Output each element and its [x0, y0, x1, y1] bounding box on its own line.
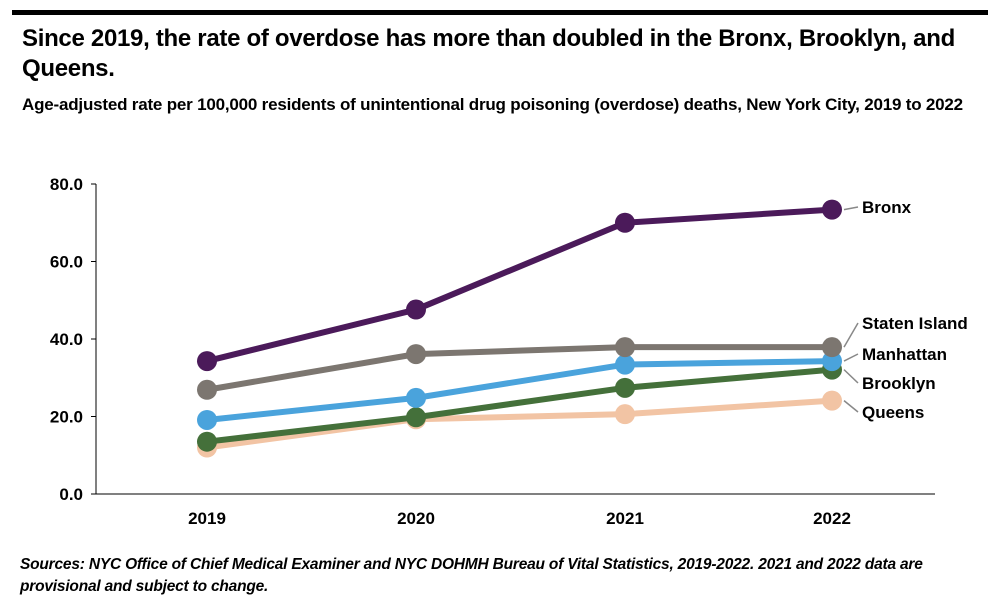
data-point-staten-island [822, 337, 842, 358]
x-tick-label: 2019 [188, 509, 226, 528]
series-line-staten-island [204, 344, 835, 393]
data-point-manhattan [822, 351, 842, 372]
series-line-brooklyn [204, 366, 835, 445]
data-point-bronx [615, 212, 635, 233]
leader-line-manhattan [843, 353, 859, 362]
data-point-queens [822, 390, 842, 411]
data-point-brooklyn [197, 431, 217, 452]
data-point-staten-island [197, 379, 217, 400]
series-label-staten-island: Staten Island [862, 314, 968, 333]
y-tick-label: 60.0 [50, 253, 83, 272]
series-label-queens: Queens [862, 403, 924, 422]
series-line-queens [204, 397, 835, 451]
data-point-bronx [197, 351, 217, 372]
top-rule [12, 10, 988, 15]
data-point-bronx [822, 199, 842, 220]
data-point-manhattan [615, 354, 635, 375]
data-point-bronx [406, 299, 426, 320]
source-note: Sources: NYC Office of Chief Medical Exa… [20, 556, 923, 595]
data-point-manhattan [406, 387, 426, 408]
data-point-brooklyn [615, 377, 635, 398]
x-tick-label: 2021 [606, 509, 644, 528]
data-point-staten-island [615, 337, 635, 358]
series-line-bronx [204, 206, 835, 365]
leader-line-brooklyn [843, 369, 859, 384]
series-label-manhattan: Manhattan [862, 345, 947, 364]
series-label-brooklyn: Brooklyn [862, 374, 936, 393]
x-tick-label: 2020 [397, 509, 435, 528]
y-tick-label: 80.0 [50, 175, 83, 194]
series-line-manhattan [204, 358, 835, 423]
chart-subtitle: Age-adjusted rate per 100,000 residents … [22, 95, 963, 114]
chart-title: Since 2019, the rate of overdose has mor… [22, 25, 955, 82]
y-tick-label: 20.0 [50, 408, 83, 427]
data-point-brooklyn [406, 407, 426, 428]
data-point-queens [615, 404, 635, 425]
y-tick-label: 0.0 [59, 485, 83, 504]
leader-line-staten-island [843, 322, 859, 348]
data-point-staten-island [406, 344, 426, 365]
data-point-manhattan [197, 409, 217, 430]
series-label-bronx: Bronx [862, 198, 912, 217]
leader-line-queens [843, 400, 859, 413]
y-tick-label: 40.0 [50, 330, 83, 349]
x-tick-label: 2022 [813, 509, 851, 528]
leader-line-bronx [843, 206, 859, 211]
